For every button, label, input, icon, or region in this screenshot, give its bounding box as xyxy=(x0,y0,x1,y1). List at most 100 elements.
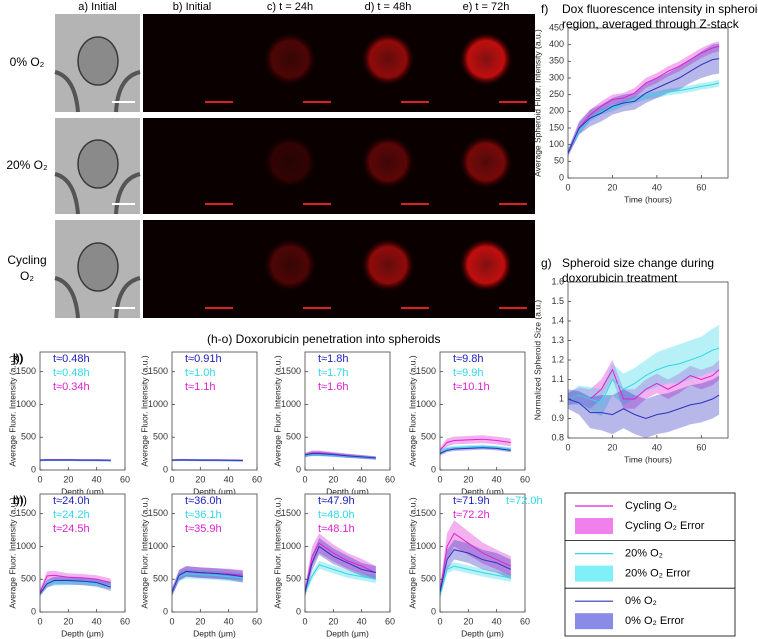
row-label: O₂ xyxy=(20,269,34,283)
panel-label: n) xyxy=(13,493,24,507)
series-line xyxy=(568,82,720,152)
time-label: t≈47.9h xyxy=(318,495,355,507)
x-tick-label: 20 xyxy=(328,616,338,626)
y-tick-label: 100 xyxy=(549,139,564,149)
chart-title: Spheroid size change during xyxy=(562,256,714,270)
spheroid-glow xyxy=(362,136,414,188)
axes-frame xyxy=(304,493,391,613)
y-tick-label: 1000 xyxy=(148,541,168,551)
y-tick-label: 350 xyxy=(549,56,564,66)
plot-series xyxy=(568,41,720,157)
y-tick-label: 150 xyxy=(549,122,564,132)
y-axis-label: Average Spheroid Fluor. Intensity (a.u.) xyxy=(532,29,542,177)
time-label: t≈36.1h xyxy=(185,509,222,521)
x-tick-label: 60 xyxy=(696,442,706,452)
column-header: e) t = 72h xyxy=(463,1,510,13)
x-tick-label: 20 xyxy=(63,474,73,484)
series-line xyxy=(440,532,512,593)
x-tick-label: 0 xyxy=(302,474,307,484)
y-tick-label: 1000 xyxy=(16,399,36,409)
error-band xyxy=(568,375,720,438)
column-header: b) Initial xyxy=(173,1,212,13)
error-band xyxy=(568,43,720,157)
row-label: Cycling xyxy=(7,253,46,267)
channel xyxy=(54,276,141,319)
legend-label: 20% O₂ xyxy=(625,548,663,560)
x-tick-label: 60 xyxy=(520,616,530,626)
series-line xyxy=(172,570,243,593)
x-axis-label: Time (hours) xyxy=(624,454,672,464)
y-tick-label: 1500 xyxy=(281,366,301,376)
channel xyxy=(54,70,141,113)
axes-frame xyxy=(171,493,258,613)
plot-area xyxy=(568,282,728,438)
axes-frame xyxy=(439,493,526,613)
y-tick-label: 1000 xyxy=(16,541,36,551)
error-band xyxy=(440,539,511,598)
y-tick-label: 1000 xyxy=(416,399,436,409)
y-tick-label: 1500 xyxy=(416,508,436,518)
spheroid-glow xyxy=(362,239,414,291)
x-axis-label: Depth (μm) xyxy=(461,628,504,638)
panel-label: o) xyxy=(13,493,24,507)
error-band xyxy=(305,560,376,596)
x-tick-label: 60 xyxy=(120,616,130,626)
y-axis-label: Average Fluor. Intensity (a.u.) xyxy=(7,355,17,467)
legend-box xyxy=(564,492,736,637)
panel-label: i) xyxy=(13,351,20,365)
panel-label: k) xyxy=(13,351,23,365)
error-band xyxy=(40,576,111,597)
time-label: t≈1.0h xyxy=(185,367,216,379)
series-line xyxy=(440,549,512,593)
x-tick-label: 60 xyxy=(385,474,395,484)
plot-area xyxy=(172,352,257,470)
spheroid-glow xyxy=(460,136,512,188)
x-tick-label: 20 xyxy=(607,182,617,192)
y-tick-label: 450 xyxy=(549,22,564,32)
panel-label: f) xyxy=(541,2,548,16)
x-tick-label: 0 xyxy=(169,616,174,626)
time-label: t≈1.1h xyxy=(185,381,216,393)
time-label: t≈36.0h xyxy=(185,495,222,507)
x-tick-label: 60 xyxy=(520,474,530,484)
y-tick-label: 500 xyxy=(21,432,36,442)
spheroid-glow xyxy=(264,136,316,188)
time-label: t≈9.8h xyxy=(453,353,484,365)
y-tick-label: 0.9 xyxy=(551,413,564,423)
y-tick-label: 1500 xyxy=(281,508,301,518)
y-tick-label: 500 xyxy=(153,574,168,584)
y-axis-label: Average Fluor. Intensity (a.u.) xyxy=(272,497,282,609)
panel-label: l) xyxy=(13,493,20,507)
y-tick-label: 300 xyxy=(549,72,564,82)
y-tick-label: 0 xyxy=(296,464,301,474)
y-tick-label: 1500 xyxy=(416,366,436,376)
x-tick-label: 0 xyxy=(437,474,442,484)
legend-label: Cycling O₂ xyxy=(625,500,677,512)
y-tick-label: 0 xyxy=(431,464,436,474)
x-tick-label: 20 xyxy=(63,616,73,626)
series-line xyxy=(305,542,377,593)
x-tick-label: 60 xyxy=(252,474,262,484)
time-label: t≈24.2h xyxy=(53,509,90,521)
x-tick-label: 0 xyxy=(565,182,570,192)
y-tick-label: 1500 xyxy=(148,366,168,376)
y-tick-label: 0 xyxy=(31,464,36,474)
y-tick-label: 1.5 xyxy=(551,296,564,306)
series-line xyxy=(440,438,511,451)
error-band xyxy=(440,562,511,599)
x-axis-label: Depth (μm) xyxy=(326,486,369,496)
series-line xyxy=(305,453,376,459)
y-tick-label: 400 xyxy=(549,39,564,49)
plot-area xyxy=(172,494,257,612)
row-label: 20% O₂ xyxy=(6,158,48,172)
y-tick-label: 500 xyxy=(286,432,301,442)
time-label: t≈72.2h xyxy=(453,509,490,521)
y-tick-label: 1000 xyxy=(148,399,168,409)
x-axis-label: Depth (μm) xyxy=(61,628,104,638)
row-label: 0% O₂ xyxy=(10,55,45,69)
channel xyxy=(54,172,141,215)
y-tick-label: 0 xyxy=(163,606,168,616)
y-axis-label: Average Fluor. Intensity (a.u.) xyxy=(139,497,149,609)
y-tick-label: 1.1 xyxy=(551,374,564,384)
x-tick-label: 40 xyxy=(492,474,502,484)
